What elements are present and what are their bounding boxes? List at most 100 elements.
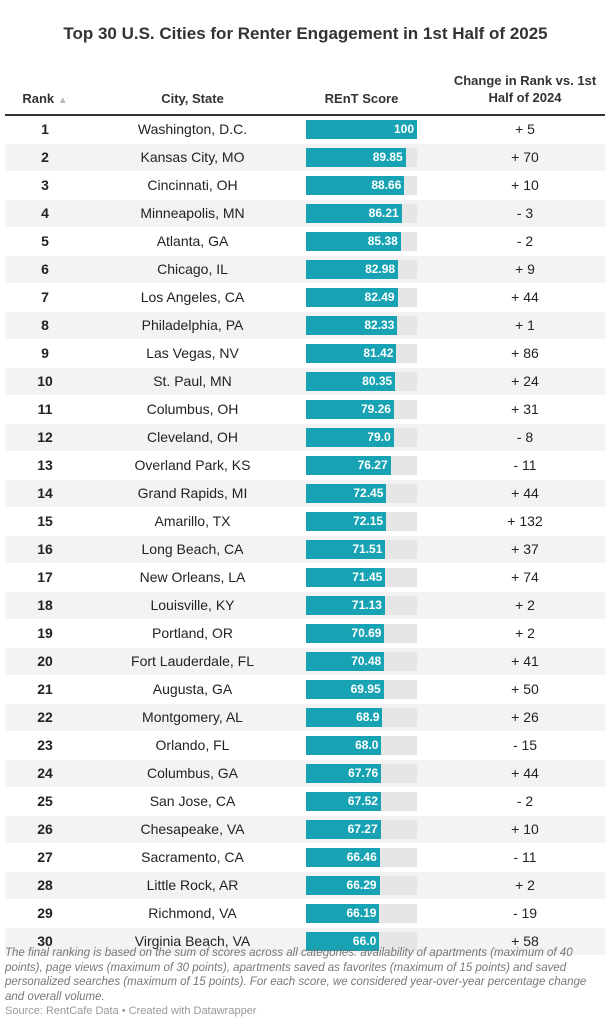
change-cell: - 2 — [516, 793, 534, 809]
city-cell: Columbus, OH — [146, 401, 239, 417]
table-row: 10 St. Paul, MN 80.35 + 24 — [5, 368, 605, 396]
city-cell: Atlanta, GA — [156, 233, 229, 249]
change-cell: - 2 — [516, 233, 534, 249]
city-cell: Long Beach, CA — [141, 541, 244, 557]
score-label: 66.19 — [346, 906, 377, 920]
change-cell: + 1 — [515, 317, 535, 333]
sort-ascending-icon[interactable]: ▲ — [57, 95, 68, 106]
change-cell: + 50 — [511, 681, 539, 697]
table-row: 20 Fort Lauderdale, FL 70.48 + 41 — [5, 648, 605, 676]
change-cell: + 132 — [507, 513, 543, 529]
score-track: 79.26 — [306, 400, 417, 419]
score-bar: 71.51 — [306, 540, 386, 559]
rank-cell: 16 — [37, 541, 53, 557]
score-label: 81.42 — [363, 346, 394, 360]
city-cell: Kansas City, MO — [140, 149, 245, 165]
score-track: 76.27 — [306, 456, 417, 475]
score-track: 66.19 — [306, 904, 417, 923]
table-header: Rank ▲ City, State REnT Score Change in … — [5, 72, 605, 116]
rank-cell: 10 — [37, 373, 53, 389]
score-track: 67.27 — [306, 820, 417, 839]
score-track: 86.21 — [306, 204, 417, 223]
score-track: 66.0 — [306, 932, 417, 951]
table-row: 11 Columbus, OH 79.26 + 31 — [5, 396, 605, 424]
score-bar: 82.98 — [306, 260, 399, 279]
table-row: 14 Grand Rapids, MI 72.45 + 44 — [5, 480, 605, 508]
city-cell: Portland, OR — [152, 625, 233, 641]
score-bar: 67.52 — [306, 792, 381, 811]
score-track: 88.66 — [306, 176, 417, 195]
city-cell: San Jose, CA — [149, 793, 236, 809]
header-city[interactable]: City, State — [161, 91, 224, 106]
rank-cell: 14 — [37, 485, 53, 501]
table-row: 22 Montgomery, AL 68.9 + 26 — [5, 704, 605, 732]
score-label: 71.13 — [351, 598, 382, 612]
table-row: 24 Columbus, GA 67.76 + 44 — [5, 760, 605, 788]
table-row: 4 Minneapolis, MN 86.21 - 3 — [5, 200, 605, 228]
table-row: 17 New Orleans, LA 71.45 + 74 — [5, 564, 605, 592]
rank-cell: 7 — [41, 289, 49, 305]
score-bar: 66.19 — [306, 904, 380, 923]
change-cell: + 86 — [511, 345, 539, 361]
score-bar: 66.0 — [306, 932, 380, 951]
change-cell: + 44 — [511, 485, 539, 501]
rank-cell: 23 — [37, 737, 53, 753]
score-bar: 82.33 — [306, 316, 398, 335]
city-cell: Cincinnati, OH — [147, 177, 238, 193]
city-cell: Overland Park, KS — [134, 457, 251, 473]
table-row: 16 Long Beach, CA 71.51 + 37 — [5, 536, 605, 564]
table-row: 18 Louisville, KY 71.13 + 2 — [5, 592, 605, 620]
header-score[interactable]: REnT Score — [324, 91, 399, 106]
table-row: 3 Cincinnati, OH 88.66 + 10 — [5, 172, 605, 200]
change-cell: + 26 — [511, 709, 539, 725]
table-row: 19 Portland, OR 70.69 + 2 — [5, 620, 605, 648]
header-change[interactable]: Change in Rank vs. 1st Half of 2024 — [453, 73, 597, 105]
change-cell: - 11 — [513, 457, 537, 473]
city-cell: Richmond, VA — [148, 905, 237, 921]
table-row: 30 Virginia Beach, VA 66.0 + 58 — [5, 928, 605, 956]
score-bar: 71.13 — [306, 596, 385, 615]
score-track: 80.35 — [306, 372, 417, 391]
table-row: 5 Atlanta, GA 85.38 - 2 — [5, 228, 605, 256]
city-cell: Orlando, FL — [155, 737, 230, 753]
score-label: 72.45 — [353, 486, 384, 500]
score-bar: 79.26 — [306, 400, 394, 419]
header-rank[interactable]: Rank ▲ — [5, 91, 85, 106]
score-bar: 68.0 — [306, 736, 382, 755]
rank-cell: 8 — [41, 317, 49, 333]
score-label: 72.15 — [353, 514, 384, 528]
change-cell: + 10 — [511, 821, 539, 837]
score-track: 71.45 — [306, 568, 417, 587]
score-label: 100 — [393, 122, 414, 136]
score-bar: 72.45 — [306, 484, 387, 503]
score-bar: 88.66 — [306, 176, 405, 195]
score-track: 69.95 — [306, 680, 417, 699]
city-cell: Las Vegas, NV — [146, 345, 239, 361]
score-label: 70.69 — [351, 626, 382, 640]
city-cell: Grand Rapids, MI — [137, 485, 248, 501]
score-track: 68.9 — [306, 708, 417, 727]
score-track: 71.51 — [306, 540, 417, 559]
score-label: 71.45 — [352, 570, 383, 584]
score-bar: 80.35 — [306, 372, 396, 391]
score-label: 89.85 — [372, 150, 403, 164]
city-cell: Washington, D.C. — [137, 121, 248, 137]
rank-cell: 29 — [37, 905, 53, 921]
rank-cell: 17 — [37, 569, 53, 585]
score-bar: 67.27 — [306, 820, 381, 839]
score-bar: 72.15 — [306, 512, 387, 531]
change-cell: - 19 — [512, 905, 538, 921]
city-cell: Sacramento, CA — [141, 849, 244, 865]
score-label: 88.66 — [371, 178, 402, 192]
rank-cell: 11 — [37, 401, 53, 417]
rank-cell: 12 — [37, 429, 53, 445]
score-track: 89.85 — [306, 148, 417, 167]
score-track: 72.45 — [306, 484, 417, 503]
change-cell: + 44 — [511, 765, 539, 781]
rank-cell: 3 — [41, 177, 49, 193]
score-label: 86.21 — [368, 206, 399, 220]
score-label: 79.26 — [360, 402, 391, 416]
rank-cell: 30 — [37, 933, 53, 949]
change-cell: + 10 — [511, 177, 539, 193]
